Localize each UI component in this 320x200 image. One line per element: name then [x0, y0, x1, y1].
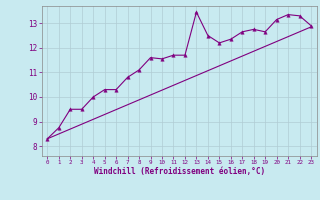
X-axis label: Windchill (Refroidissement éolien,°C): Windchill (Refroidissement éolien,°C) — [94, 167, 265, 176]
